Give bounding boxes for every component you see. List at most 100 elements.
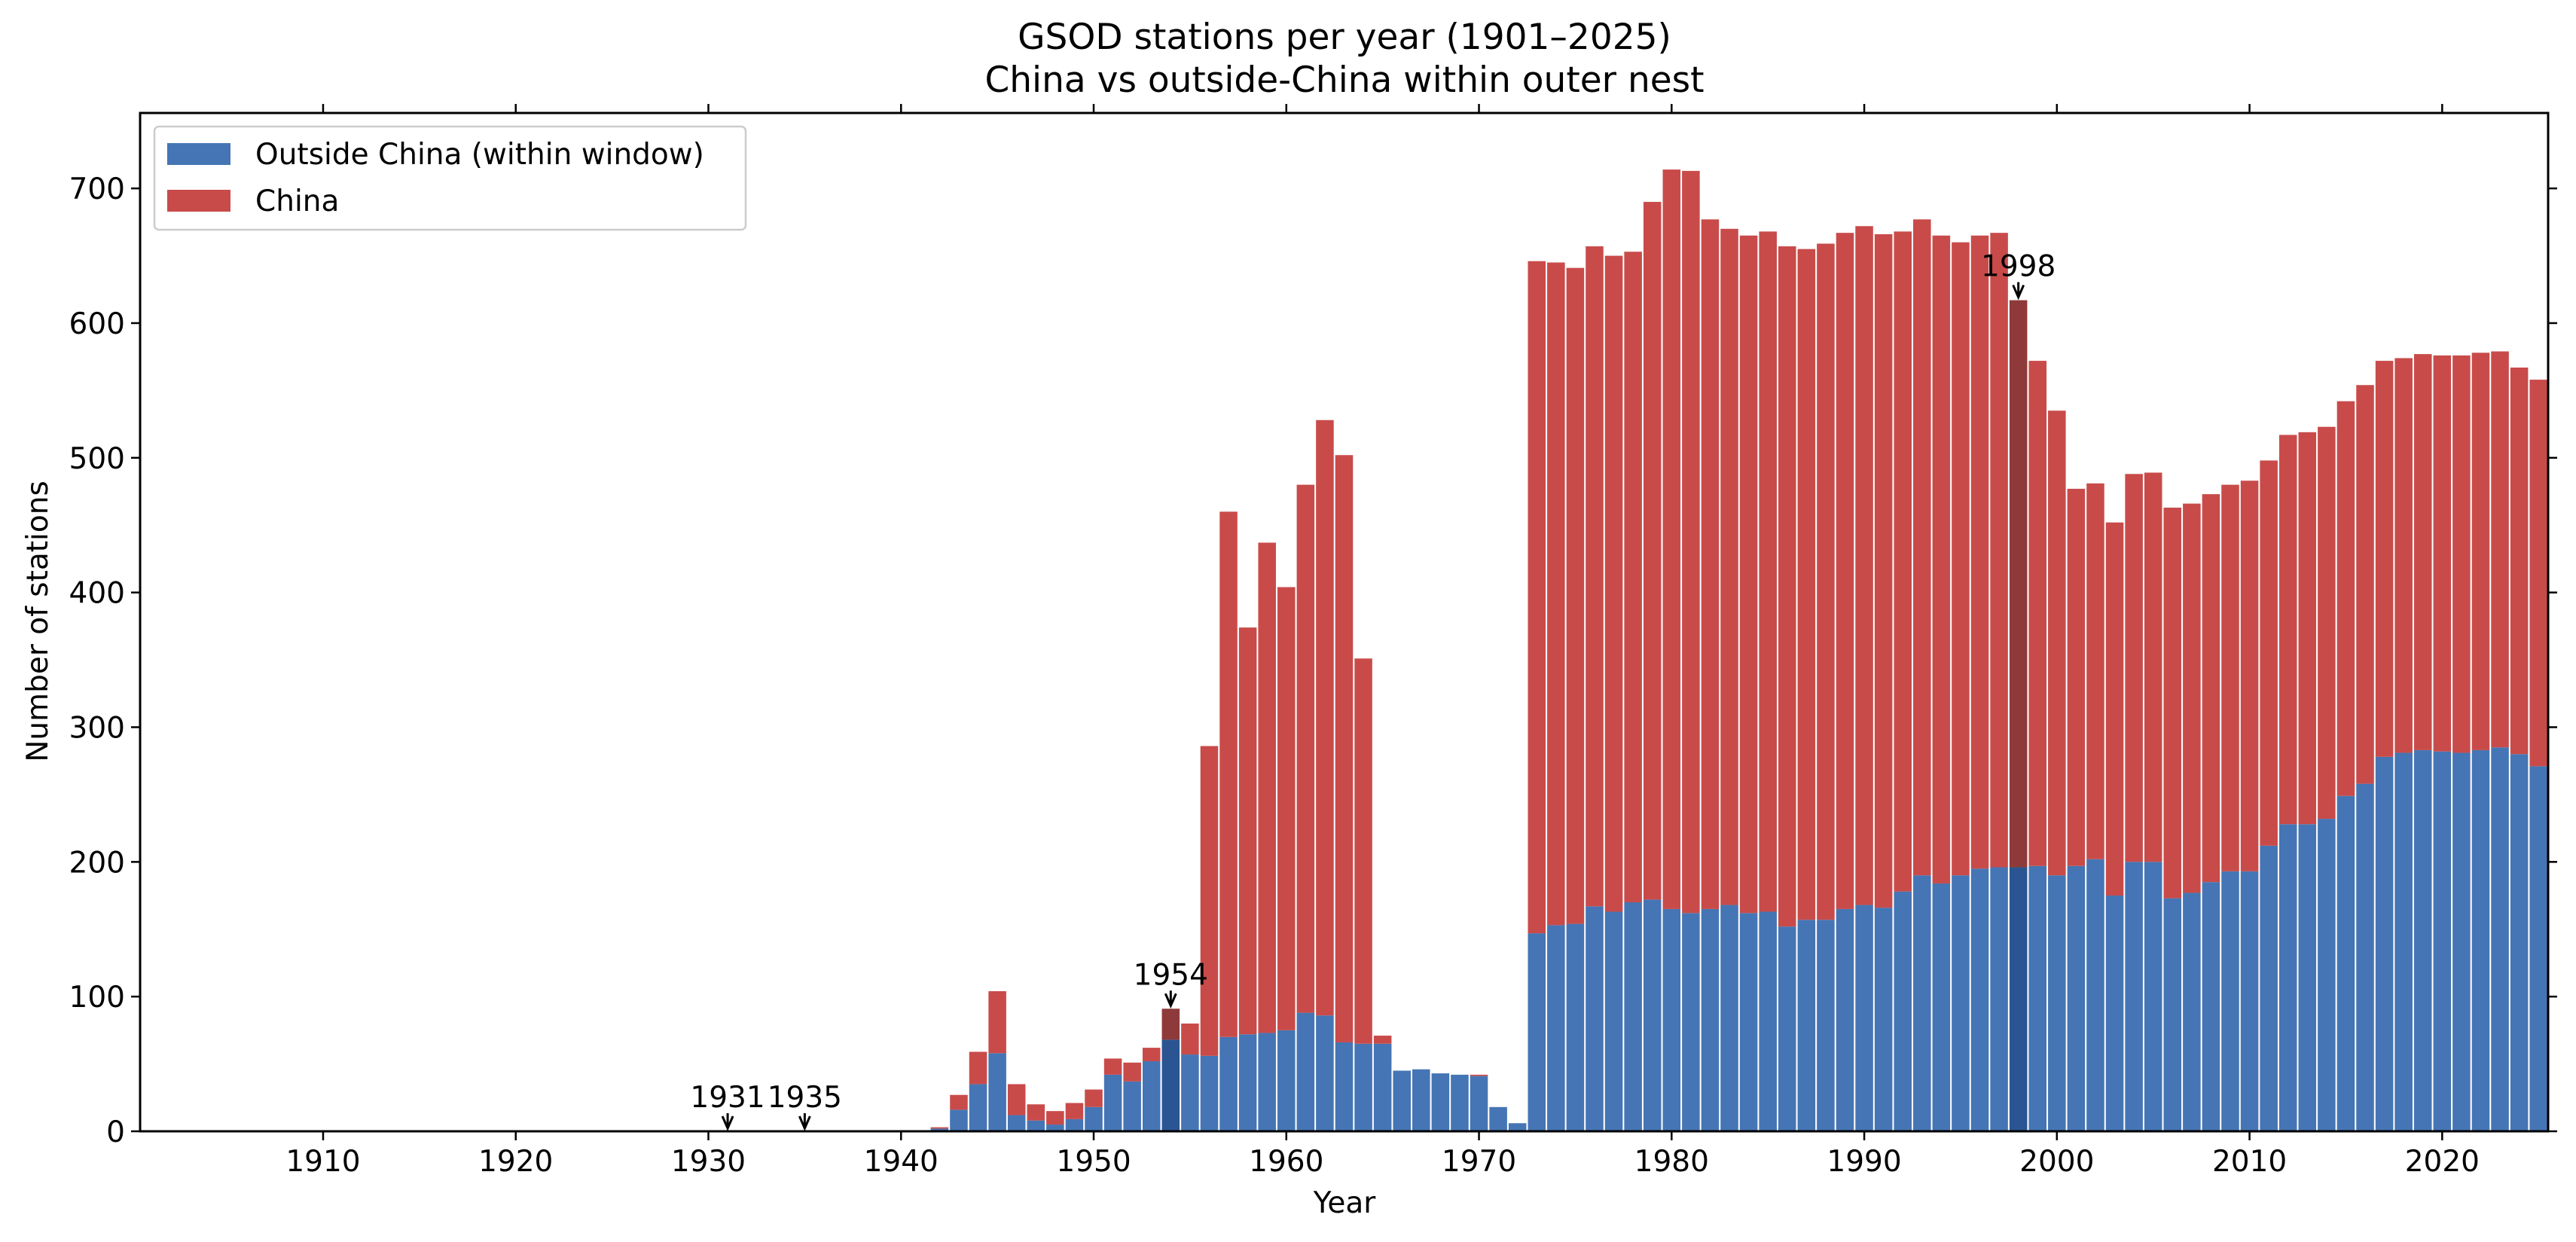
bar-china-1976 — [1586, 246, 1604, 907]
bar-outside-china-1973 — [1528, 933, 1546, 1131]
bar-china-1953 — [1142, 1048, 1161, 1062]
bar-outside-china-1982 — [1701, 908, 1720, 1131]
bar-outside-china-2021 — [2452, 752, 2471, 1131]
bar-china-1957 — [1219, 511, 1238, 1037]
bar-china-2001 — [2067, 488, 2086, 866]
bar-outside-china-1950 — [1085, 1106, 1103, 1131]
bars-layer — [930, 169, 2547, 1131]
y-tick-label-200: 200 — [69, 846, 125, 880]
chart-title: GSOD stations per year (1901–2025) — [1018, 17, 1671, 58]
bar-outside-china-2025 — [2529, 766, 2547, 1131]
bar-outside-china-1981 — [1682, 913, 1700, 1131]
bar-outside-china-1944 — [969, 1084, 987, 1131]
bar-outside-china-1985 — [1759, 911, 1777, 1131]
bar-outside-china-1987 — [1797, 920, 1816, 1131]
bar-outside-china-2003 — [2105, 896, 2124, 1131]
bar-china-1954 — [1161, 1009, 1180, 1040]
bar-outside-china-2016 — [2356, 783, 2374, 1131]
x-tick-label-1920: 1920 — [478, 1145, 553, 1179]
bar-outside-china-1993 — [1913, 875, 1931, 1131]
bar-china-2017 — [2375, 361, 2394, 757]
bar-outside-china-1964 — [1354, 1043, 1372, 1131]
bar-outside-china-1966 — [1393, 1070, 1411, 1131]
bar-china-2011 — [2260, 460, 2278, 846]
bar-outside-china-2019 — [2413, 749, 2432, 1131]
bar-outside-china-1946 — [1007, 1115, 1026, 1131]
bar-outside-china-2005 — [2144, 862, 2162, 1131]
bar-outside-china-1975 — [1566, 923, 1585, 1131]
plot-frame — [139, 111, 2550, 1133]
bar-china-1944 — [969, 1051, 987, 1085]
bar-china-1973 — [1528, 261, 1546, 934]
bar-outside-china-1991 — [1874, 908, 1893, 1131]
bar-outside-china-1974 — [1547, 925, 1565, 1131]
bar-outside-china-1943 — [950, 1109, 968, 1131]
annotation-label-1954: 1954 — [1134, 958, 1208, 992]
bar-outside-china-1999 — [2028, 865, 2047, 1131]
bar-china-2010 — [2240, 481, 2259, 871]
bar-outside-china-2024 — [2510, 754, 2529, 1131]
bar-outside-china-2004 — [2125, 862, 2143, 1131]
x-tick-label-1980: 1980 — [1634, 1145, 1709, 1179]
bar-outside-china-2020 — [2433, 751, 2452, 1131]
legend-swatch-0 — [167, 143, 230, 165]
bar-china-2023 — [2491, 351, 2509, 748]
bar-outside-china-1961 — [1296, 1012, 1315, 1131]
bar-china-2000 — [2048, 410, 2066, 876]
y-tick-label-100: 100 — [69, 981, 125, 1015]
bar-outside-china-1956 — [1200, 1055, 1219, 1131]
bar-china-1951 — [1103, 1058, 1122, 1075]
bar-china-2025 — [2529, 380, 2547, 767]
bar-outside-china-2002 — [2086, 859, 2104, 1131]
bar-china-1981 — [1682, 170, 1700, 914]
bar-outside-china-2001 — [2067, 865, 2086, 1131]
bar-outside-china-1949 — [1065, 1118, 1084, 1131]
bar-outside-china-1959 — [1258, 1033, 1276, 1131]
bar-outside-china-1963 — [1335, 1042, 1354, 1131]
bar-outside-china-1960 — [1277, 1030, 1296, 1131]
bar-china-1950 — [1085, 1089, 1103, 1107]
bar-outside-china-1948 — [1046, 1125, 1064, 1131]
legend: Outside China (within window) China — [153, 125, 747, 231]
bar-outside-china-1983 — [1720, 905, 1738, 1131]
bar-china-2014 — [2318, 426, 2336, 819]
annotation-layer: 1931 1935 1954 1998 — [690, 250, 2056, 1131]
legend-box — [153, 125, 747, 231]
bar-china-1992 — [1894, 231, 1912, 892]
bar-china-1949 — [1065, 1103, 1084, 1119]
bar-china-1996 — [1970, 235, 1989, 869]
x-tick-label-1940: 1940 — [864, 1145, 939, 1179]
bar-outside-china-2006 — [2163, 898, 2182, 1131]
bar-outside-china-1980 — [1662, 908, 1681, 1131]
y-tick-label-700: 700 — [69, 172, 125, 206]
x-tick-label-1970: 1970 — [1442, 1145, 1516, 1179]
x-tick-label-1960: 1960 — [1249, 1145, 1323, 1179]
legend-label-0: Outside China (within window) — [255, 138, 704, 172]
bar-outside-china-1957 — [1219, 1036, 1238, 1131]
bar-outside-china-1979 — [1643, 899, 1662, 1131]
bar-outside-china-2022 — [2471, 749, 2490, 1131]
bar-outside-china-2015 — [2336, 795, 2355, 1131]
bar-outside-china-1968 — [1431, 1073, 1450, 1131]
bar-outside-china-1947 — [1027, 1120, 1045, 1131]
bar-outside-china-2017 — [2375, 756, 2394, 1131]
annotation-arrow-1954 — [1164, 993, 1177, 1009]
bar-china-1997 — [1990, 233, 2008, 868]
bar-china-2019 — [2413, 354, 2432, 750]
bar-outside-china-1965 — [1373, 1043, 1392, 1131]
legend-label-1: China — [255, 185, 339, 218]
bar-outside-china-1976 — [1586, 906, 1604, 1131]
y-tick-label-500: 500 — [69, 442, 125, 476]
bar-china-2020 — [2433, 355, 2452, 752]
bar-outside-china-1942 — [930, 1128, 949, 1131]
bar-china-1943 — [950, 1094, 968, 1110]
bar-china-1955 — [1181, 1023, 1199, 1055]
bar-outside-china-1990 — [1855, 905, 1873, 1131]
bar-outside-china-1988 — [1817, 920, 1835, 1131]
bar-outside-china-2014 — [2318, 819, 2336, 1131]
x-tick-label-1990: 1990 — [1827, 1145, 1901, 1179]
bar-outside-china-1978 — [1624, 902, 1642, 1131]
bar-china-1946 — [1007, 1084, 1026, 1115]
bar-china-1965 — [1373, 1036, 1392, 1044]
bar-china-1959 — [1258, 542, 1276, 1033]
